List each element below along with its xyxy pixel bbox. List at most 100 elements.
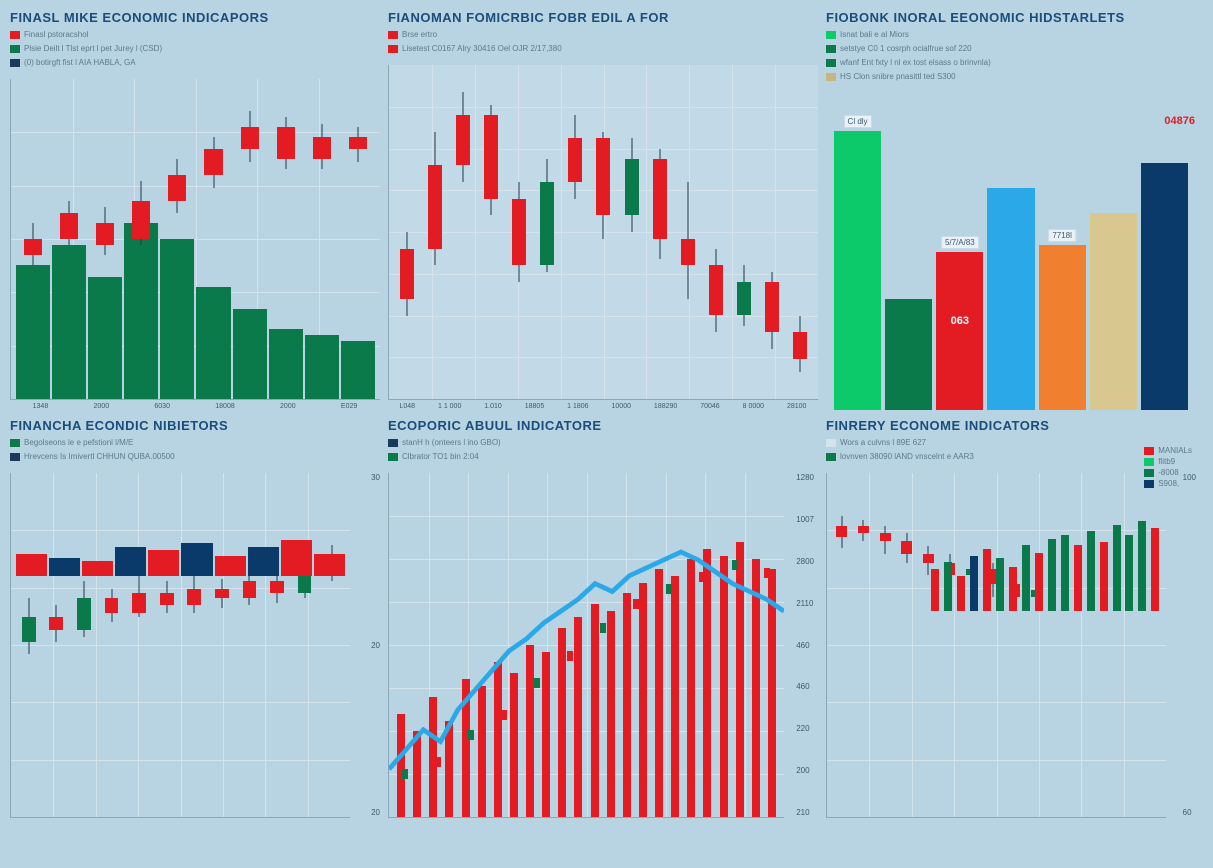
panel-6-yaxis: 100 60 — [1183, 473, 1196, 817]
bar — [314, 554, 345, 577]
candle — [268, 79, 304, 399]
bar — [494, 662, 502, 817]
bar — [148, 550, 179, 576]
bar-label: 7718l — [1048, 229, 1076, 242]
legend-item: Lisetest C0167 Alry 30416 Oel OJR 2/17,3… — [388, 43, 818, 55]
xtick: 2000 — [94, 403, 110, 410]
indicator-bar — [987, 188, 1034, 410]
bar — [478, 686, 486, 817]
panel-6-legend: Wors a culvns l 89E 627lovnven 38090 lAN… — [826, 437, 1196, 465]
legend-item: Begolseons le e pefstionl l/M/E — [10, 437, 380, 449]
bar — [16, 554, 47, 577]
legend-item: Isnat bali e al Miors — [826, 29, 1196, 41]
panel-4-chart: 302020 — [10, 473, 350, 818]
bar — [115, 547, 146, 576]
legend-item: Hrevcens Is Imivertl CHHUN QUBA.00500 — [10, 451, 380, 463]
panel-3-legend: Isnat bali e al Miorssetstye C0 1 cosrph… — [826, 29, 1196, 85]
candle — [421, 65, 449, 399]
xtick: 2000 — [280, 403, 296, 410]
bar — [445, 721, 453, 817]
bar — [82, 561, 113, 576]
bar — [181, 543, 212, 576]
bar — [607, 611, 615, 817]
candle — [87, 79, 123, 399]
bar — [526, 645, 534, 817]
bar — [462, 679, 470, 817]
bar — [1138, 521, 1146, 610]
panel-5-title: ECOPORIC ABUUL INDICATORE — [388, 418, 818, 433]
legend-item: Brse ertro — [388, 29, 818, 41]
bar — [558, 628, 566, 817]
panel-2-title: FIANOMAN FOMICRBIC FOBR EDIL A FOR — [388, 10, 818, 25]
candle — [15, 79, 51, 399]
bar — [542, 652, 550, 817]
candle — [758, 65, 786, 399]
legend-item: Plsie Deilt l Tlst eprt l pet Jurey l (C… — [10, 43, 380, 55]
bar — [574, 617, 582, 817]
panel-2-xaxis: L0481 1 0001.010188051 18061000018829070… — [388, 403, 818, 410]
candle — [505, 65, 533, 399]
bar — [1113, 525, 1121, 610]
bar — [768, 569, 776, 817]
ytick: 60 — [1183, 808, 1196, 817]
candle — [51, 79, 87, 399]
xtick: 18805 — [525, 403, 544, 410]
candle — [618, 65, 646, 399]
bar — [1009, 567, 1017, 611]
bar — [510, 673, 518, 817]
candle — [533, 65, 561, 399]
legend-item: Clbrator TO1 bin 2:04 — [388, 451, 818, 463]
bar — [1074, 545, 1082, 611]
bar — [983, 549, 991, 611]
bar — [397, 714, 405, 817]
bar — [752, 559, 760, 817]
indicator-bar: 7718l — [1039, 245, 1086, 410]
candle — [786, 65, 814, 399]
bar — [591, 604, 599, 817]
xtick: 6030 — [154, 403, 170, 410]
ytick: 460 — [796, 641, 814, 650]
panel-3: FIOBONK INORAL EEONOMIC HIDSTARLETS Isna… — [826, 10, 1196, 410]
bar — [655, 569, 663, 817]
xtick: 28100 — [787, 403, 806, 410]
ytick: 220 — [796, 724, 814, 733]
xtick: E029 — [341, 403, 357, 410]
legend-item: HS Clon snibre pnasittl ted S300 — [826, 71, 1196, 83]
bar — [957, 576, 965, 610]
xtick: 1348 — [33, 403, 49, 410]
xtick: 188290 — [654, 403, 677, 410]
panel-1: FINASL MIKE ECONOMIC INDICAPORS Finasl p… — [10, 10, 380, 410]
panel-4-legend: Begolseons le e pefstionl l/M/E Hrevcens … — [10, 437, 380, 465]
ytick: 100 — [1183, 473, 1196, 482]
bar — [671, 576, 679, 817]
ytick: 20 — [371, 641, 380, 650]
bar — [703, 549, 711, 817]
bar-label: 5/7/A/83 — [941, 236, 979, 249]
bar — [1087, 531, 1095, 611]
legend-item: MANIALs — [1144, 446, 1192, 455]
bar — [248, 547, 279, 576]
panel-2-chart — [388, 65, 818, 400]
bar — [639, 583, 647, 817]
bar — [736, 542, 744, 817]
bar-label: Cl dly — [844, 115, 872, 128]
legend-item: Finasl pstoracshol — [10, 29, 380, 41]
bar — [281, 540, 312, 576]
bar — [1061, 535, 1069, 611]
indicator-bar: Cl dly — [834, 131, 881, 410]
ytick: 20 — [371, 808, 380, 817]
panel-3-side-value: 04876 — [1159, 113, 1200, 129]
panel-1-title: FINASL MIKE ECONOMIC INDICAPORS — [10, 10, 380, 25]
legend-item: (0) botirgft fist l AIA HABLA, GA — [10, 57, 380, 69]
panel-5-legend: stanH h (onteers l ino GBO)Clbrator TO1 … — [388, 437, 818, 465]
candle — [232, 79, 268, 399]
panel-4-yaxis: 302020 — [371, 473, 380, 817]
candle — [730, 65, 758, 399]
legend-item: wfanf Ent fxty l nl ex tost elsass o bri… — [826, 57, 1196, 69]
candle — [123, 79, 159, 399]
candle — [561, 65, 589, 399]
panel-6-chart: 10060 — [826, 473, 1166, 818]
xtick: 8 0000 — [743, 403, 764, 410]
bar — [1022, 545, 1030, 611]
ytick: 210 — [796, 808, 814, 817]
